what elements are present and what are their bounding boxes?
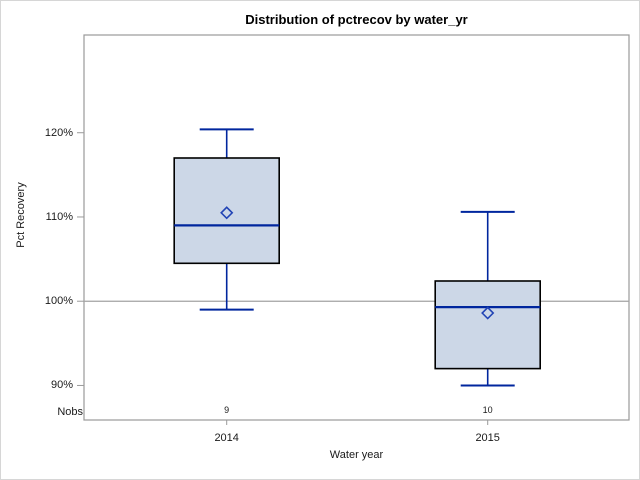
chart-title: Distribution of pctrecov by water_yr [245, 12, 468, 27]
mean-diamond-marker [220, 206, 234, 220]
nobs-value: 10 [482, 405, 493, 415]
x-tick-label: 2014 [214, 432, 239, 444]
nobs-value: 9 [224, 405, 230, 415]
x-axis-title: Water year [329, 449, 384, 461]
y-tick-label: 100% [44, 295, 73, 308]
iqr-box [434, 280, 542, 370]
x-tick-label: 2015 [475, 432, 500, 444]
plot-area-border [83, 34, 630, 421]
iqr-box [173, 157, 280, 265]
y-tick-label: 110% [45, 210, 73, 223]
y-tick-label: 90% [50, 379, 73, 392]
mean-diamond-marker [481, 306, 495, 320]
y-tick-label: 120% [44, 126, 73, 139]
nobs-row-label: Nobs [57, 406, 83, 418]
